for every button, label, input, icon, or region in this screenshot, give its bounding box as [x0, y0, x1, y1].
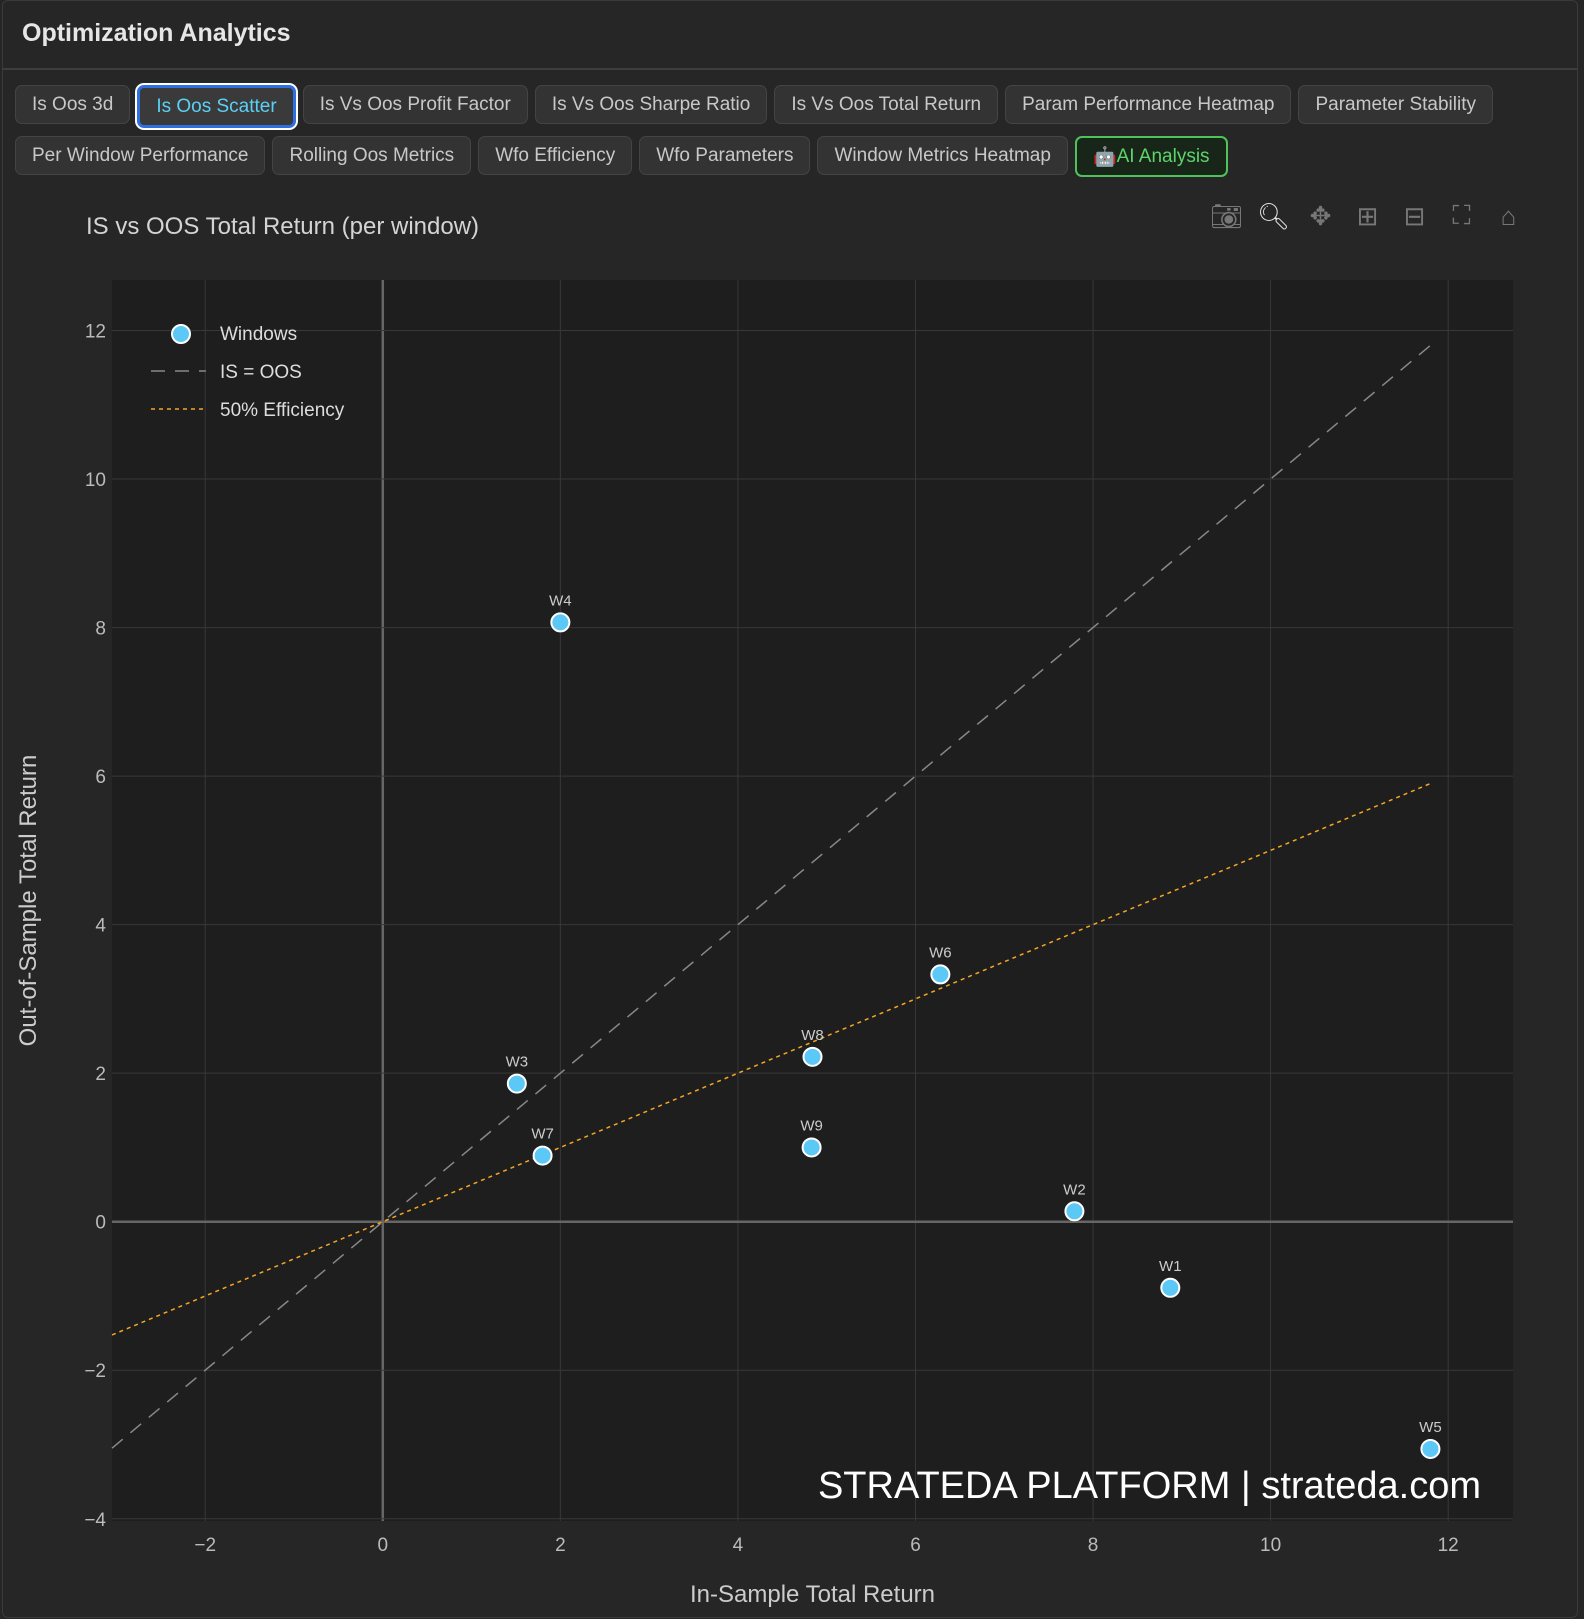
- data-point: [550, 612, 571, 633]
- zoom-out-icon[interactable]: ⊟: [1403, 200, 1426, 231]
- chart-modebar: 📷︎ 🔍︎ ✥ ⊞ ⊟ ⛶ ⌂: [1203, 199, 1532, 233]
- chart-title: IS vs OOS Total Return (per window): [86, 213, 480, 240]
- home-icon[interactable]: ⌂: [1500, 200, 1517, 231]
- tab-label: AI Analysis: [1116, 145, 1210, 167]
- x-tick-label: 2: [555, 1535, 566, 1556]
- legend: Windows IS = OOS 50% Efficiency: [151, 324, 345, 421]
- y-tick-label: 4: [95, 916, 106, 937]
- autoscale-icon[interactable]: ⛶: [1452, 200, 1471, 230]
- data-point: [802, 1046, 823, 1067]
- tab-label: Is Vs Oos Total Return: [791, 93, 982, 115]
- point-label: W2: [1063, 1181, 1086, 1198]
- y-tick-label: 8: [95, 619, 106, 640]
- tab-is-oos-3d[interactable]: Is Oos 3d: [15, 85, 131, 124]
- efficiency-line: [111, 782, 1431, 1336]
- camera-icon[interactable]: 📷︎: [1209, 200, 1243, 231]
- x-tick-label: 10: [1260, 1535, 1281, 1556]
- y-axis-title: Out-of-Sample Total Return: [15, 755, 42, 1047]
- tab-label: Is Vs Oos Profit Factor: [319, 93, 511, 115]
- tab-per-window-performance[interactable]: Per Window Performance: [15, 136, 266, 175]
- x-tick-label: 6: [910, 1535, 921, 1556]
- point-label: W6: [929, 944, 952, 961]
- data-point: [506, 1073, 527, 1094]
- x-tick-label: −2: [194, 1535, 216, 1556]
- tab-wfo-parameters[interactable]: Wfo Parameters: [639, 136, 811, 175]
- x-tick-label: 12: [1438, 1535, 1459, 1556]
- panel-title: Optimization Analytics: [22, 19, 291, 47]
- tab-label: Is Oos Scatter: [156, 95, 277, 117]
- zoom-in-icon[interactable]: ⊞: [1356, 200, 1379, 231]
- tab-is-oos-scatter[interactable]: Is Oos Scatter: [137, 85, 296, 128]
- point-label: W5: [1419, 1419, 1442, 1436]
- y-tick-label: −4: [84, 1510, 106, 1531]
- y-tick-label: 2: [95, 1064, 106, 1085]
- point-label: W1: [1159, 1258, 1182, 1275]
- tab-label: Rolling Oos Metrics: [289, 144, 455, 166]
- y-tick-label: 0: [95, 1213, 106, 1234]
- tab-param-performance-heatmap[interactable]: Param Performance Heatmap: [1005, 85, 1292, 124]
- x-tick-label: 8: [1088, 1535, 1099, 1556]
- tab-label: Parameter Stability: [1315, 93, 1476, 115]
- tab-label: Is Oos 3d: [32, 93, 114, 115]
- point-label: W3: [506, 1054, 529, 1071]
- tab-label: Per Window Performance: [32, 144, 249, 166]
- x-tick-label: 4: [733, 1535, 744, 1556]
- point-label: W4: [549, 592, 572, 609]
- tab-ai-analysis[interactable]: 🤖 AI Analysis: [1074, 136, 1228, 177]
- robot-icon: 🤖: [1092, 146, 1117, 168]
- tab-label: Window Metrics Heatmap: [834, 144, 1051, 166]
- data-point: [532, 1145, 553, 1166]
- tab-label: Wfo Efficiency: [495, 144, 616, 166]
- pan-icon[interactable]: ✥: [1309, 200, 1332, 231]
- data-point: [1420, 1438, 1441, 1459]
- x-axis-title: In-Sample Total Return: [690, 1581, 935, 1608]
- data-point: [801, 1137, 822, 1158]
- tab-is-vs-oos-total-return[interactable]: Is Vs Oos Total Return: [774, 85, 999, 124]
- y-tick-label: −2: [84, 1361, 106, 1382]
- y-tick-label: 12: [85, 322, 106, 343]
- tab-is-vs-oos-profit-factor[interactable]: Is Vs Oos Profit Factor: [302, 85, 528, 124]
- data-point: [1160, 1277, 1181, 1298]
- legend-marker-windows: [171, 324, 191, 344]
- tab-is-vs-oos-sharpe-ratio[interactable]: Is Vs Oos Sharpe Ratio: [534, 85, 768, 124]
- panel-header: Optimization Analytics: [3, 1, 1577, 70]
- y-tick-label: 10: [85, 470, 106, 491]
- tab-bar: Is Oos 3d Is Oos Scatter Is Vs Oos Profit …: [15, 85, 1555, 177]
- tab-parameter-stability[interactable]: Parameter Stability: [1298, 85, 1493, 124]
- y-tick-label: 6: [95, 767, 106, 788]
- legend-entry: Windows: [220, 324, 297, 345]
- zoom-icon[interactable]: 🔍︎: [1256, 200, 1290, 231]
- data-point: [1064, 1201, 1085, 1222]
- x-tick-label: 0: [377, 1535, 388, 1556]
- legend-entry: 50% Efficiency: [220, 400, 345, 421]
- data-point: [930, 964, 951, 985]
- point-label: W7: [531, 1126, 554, 1143]
- point-label: W8: [801, 1027, 824, 1044]
- tab-label: Param Performance Heatmap: [1022, 93, 1275, 115]
- tab-label: Is Vs Oos Sharpe Ratio: [551, 93, 751, 115]
- watermark: STRATEDA PLATFORM | strateda.com: [817, 1465, 1481, 1507]
- identity-line: [111, 344, 1431, 1449]
- tab-label: Wfo Parameters: [656, 144, 794, 166]
- tab-wfo-efficiency[interactable]: Wfo Efficiency: [478, 136, 633, 175]
- point-label: W9: [800, 1117, 823, 1134]
- plot-area: [112, 280, 1513, 1521]
- legend-entry: IS = OOS: [220, 362, 302, 383]
- tab-rolling-oos-metrics[interactable]: Rolling Oos Metrics: [272, 136, 472, 175]
- tab-window-metrics-heatmap[interactable]: Window Metrics Heatmap: [817, 136, 1068, 175]
